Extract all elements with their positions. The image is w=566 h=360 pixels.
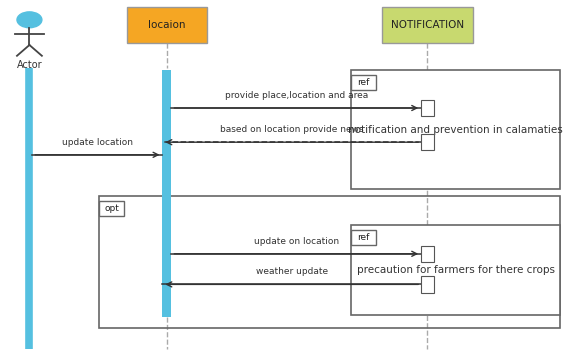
Text: NOTIFICATION: NOTIFICATION	[391, 20, 464, 30]
Text: opt: opt	[104, 204, 119, 213]
Bar	[99, 196, 560, 328]
Bar	[351, 75, 376, 90]
Bar	[351, 225, 560, 315]
Bar	[162, 70, 171, 317]
Text: ref: ref	[357, 78, 370, 87]
Bar	[421, 246, 434, 262]
Text: weather update: weather update	[256, 267, 328, 276]
Text: update on location: update on location	[254, 237, 339, 246]
Text: Actor: Actor	[16, 60, 42, 71]
Text: locaion: locaion	[148, 20, 186, 30]
Text: precaution for farmers for there crops: precaution for farmers for there crops	[357, 265, 555, 275]
Bar	[127, 7, 207, 43]
Bar	[351, 230, 376, 245]
Text: update location: update location	[62, 138, 133, 147]
Text: based on location provide news: based on location provide news	[220, 125, 363, 134]
Circle shape	[17, 12, 42, 28]
Bar	[382, 7, 473, 43]
Bar	[421, 276, 434, 293]
Bar	[421, 100, 434, 116]
Text: provide place,location and area: provide place,location and area	[225, 91, 368, 100]
Bar	[351, 70, 560, 189]
Bar	[99, 201, 124, 216]
Bar	[421, 134, 434, 150]
Text: notification and prevention in calamaties: notification and prevention in calamatie…	[348, 125, 563, 135]
Text: ref: ref	[357, 233, 370, 242]
